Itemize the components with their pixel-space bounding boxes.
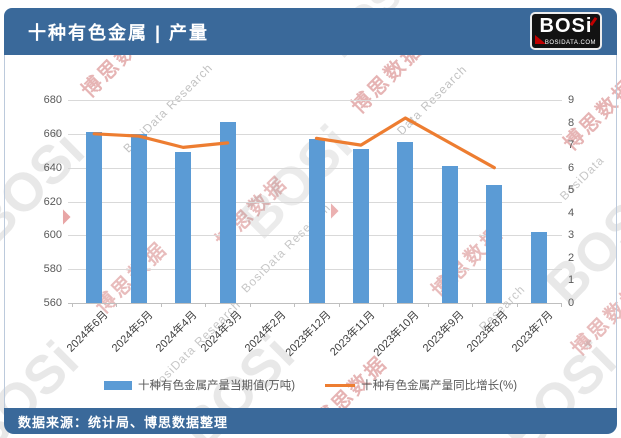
y-axis-right-tick-label: 3 bbox=[568, 229, 575, 242]
x-axis-tick bbox=[427, 303, 429, 307]
y-axis-left-tick-label: 600 bbox=[43, 229, 62, 242]
data-source-text: 数据来源：统计局、博思数据整理 bbox=[18, 414, 229, 430]
bosi-logo-domain: BOSIDATA.COM bbox=[544, 40, 596, 46]
legend-item-line: 十种有色金属产量同比增长(%) bbox=[325, 377, 517, 393]
y-axis-right-tick-label: 8 bbox=[568, 116, 575, 129]
y-axis-left-tick-label: 580 bbox=[43, 263, 62, 276]
page-title: 十种有色金属 | 产量 bbox=[28, 22, 210, 43]
bar bbox=[130, 133, 147, 303]
y-axis-left-tick-label: 640 bbox=[43, 161, 62, 174]
bar bbox=[219, 121, 236, 303]
legend-item-bar: 十种有色金属产量当期值(万吨) bbox=[103, 377, 296, 393]
bar bbox=[397, 142, 414, 303]
bosi-logo: BOSi BOSIDATA.COM bbox=[530, 12, 602, 50]
y-axis-right-tick-label: 1 bbox=[568, 274, 575, 287]
legend-bar-swatch-icon bbox=[103, 380, 132, 390]
y-axis-right-tick-label: 4 bbox=[568, 206, 575, 219]
bar bbox=[441, 165, 458, 303]
x-axis-tick bbox=[516, 303, 518, 307]
bar bbox=[352, 149, 369, 303]
y-axis-left-tick-label: 620 bbox=[43, 195, 62, 208]
x-axis-tick bbox=[338, 303, 340, 307]
x-axis-tick bbox=[205, 303, 207, 307]
legend-line-swatch-icon bbox=[325, 383, 356, 387]
chart-legend: 十种有色金属产量当期值(万吨) 十种有色金属产量同比增长(%) bbox=[0, 377, 621, 393]
x-axis-tick bbox=[294, 303, 296, 307]
y-axis-right-tick-label: 6 bbox=[568, 161, 575, 174]
y-axis-right-tick-label: 9 bbox=[568, 94, 575, 106]
x-axis-tick bbox=[160, 303, 162, 307]
bar bbox=[175, 152, 192, 303]
x-axis-tick bbox=[116, 303, 118, 307]
y-axis-right-tick-label: 7 bbox=[568, 139, 575, 152]
x-axis-tick bbox=[472, 303, 474, 307]
bar bbox=[530, 231, 547, 303]
x-axis-line bbox=[68, 303, 562, 304]
x-axis-tick bbox=[249, 303, 251, 307]
bosi-logo-triangle-icon bbox=[535, 35, 546, 44]
x-axis-tick bbox=[383, 303, 385, 307]
bar bbox=[486, 184, 503, 303]
legend-line-label: 十种有色金属产量同比增长(%) bbox=[361, 380, 518, 392]
gridline bbox=[68, 100, 562, 101]
y-axis-left-tick-label: 660 bbox=[43, 127, 62, 140]
report-header: 十种有色金属 | 产量 BOSi BOSIDATA.COM bbox=[4, 8, 617, 55]
bar bbox=[86, 132, 103, 303]
bosi-logo-text: BOSi bbox=[539, 15, 593, 37]
x-axis-tick bbox=[72, 303, 73, 307]
y-axis-right-tick-label: 5 bbox=[568, 184, 575, 197]
x-axis-tick bbox=[561, 303, 562, 307]
y-axis-left-tick-label: 680 bbox=[43, 94, 62, 106]
y-axis-right-tick-label: 2 bbox=[568, 251, 575, 264]
legend-bar-label: 十种有色金属产量当期值(万吨) bbox=[137, 380, 296, 392]
trend-line bbox=[92, 132, 230, 149]
y-axis-right-tick-label: 0 bbox=[568, 297, 575, 309]
y-axis-left-tick-label: 560 bbox=[43, 297, 62, 309]
report-footer: 数据来源：统计局、博思数据整理 bbox=[4, 408, 617, 434]
bar bbox=[308, 138, 325, 303]
